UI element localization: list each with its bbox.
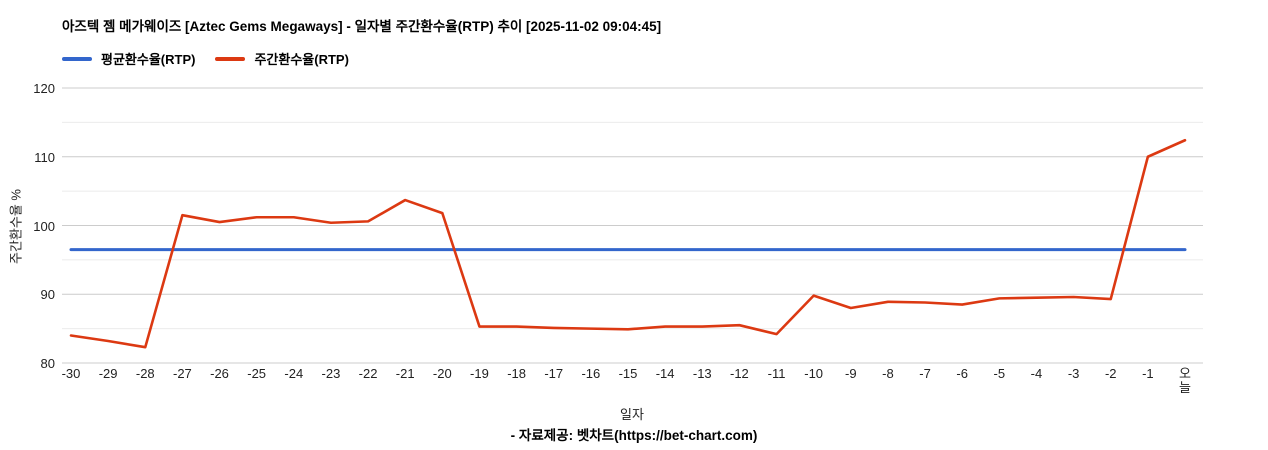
x-tick-label: -13 [692,366,712,381]
x-tick-label: -12 [729,366,749,381]
chart-legend: 평균환수율(RTP) 주간환수율(RTP) [62,49,349,68]
x-tick-label: -27 [172,366,192,381]
x-tick-label: -22 [358,366,378,381]
x-tick-label: -6 [956,366,968,381]
x-tick-label: -1 [1142,366,1154,381]
x-axis-title: 일자 [620,407,644,422]
x-tick-label: -11 [767,366,786,381]
y-tick-label: 110 [34,149,55,165]
x-tick-label: -29 [98,366,118,381]
x-tick-label: -16 [581,366,601,381]
y-tick-label: 100 [33,218,55,234]
y-tick-label: 90 [40,287,55,303]
x-tick-label: -4 [1030,366,1043,381]
x-tick-label: -30 [61,366,81,381]
chart-title: 아즈텍 젬 메가웨이즈 [Aztec Gems Megaways] - 일자별 … [62,19,662,34]
y-tick-label: 80 [40,356,55,371]
x-tick-label: 오늘 [1179,366,1191,395]
weekly-rtp-line [69,138,1187,349]
x-tick-label: -5 [993,366,1006,381]
x-tick-label: -25 [247,366,267,381]
legend-label-average-rtp: 평균환수율(RTP) [101,52,196,67]
x-tick-label: -2 [1104,366,1117,381]
x-tick-label: -15 [618,366,638,381]
x-tick-label: -3 [1067,366,1080,381]
x-tick-label: -23 [321,366,341,381]
x-tick-label: -26 [210,366,229,381]
x-tick-label: -8 [882,366,894,381]
x-tick-label: -9 [845,366,857,381]
x-tick-label: -20 [432,366,452,381]
data-source-credit: - 자료제공: 벳차트(https://bet-chart.com) [510,428,758,443]
weekly-rtp-line-swatch-icon [215,56,246,61]
x-tick-label: -24 [284,366,304,381]
x-tick-label: -19 [470,366,489,381]
x-tick-label: -21 [395,366,415,381]
average-rtp-line-swatch-icon [62,56,92,61]
y-tick-label: 120 [33,81,55,96]
x-tick-label: -17 [544,366,564,381]
x-tick-label: -7 [919,366,931,381]
legend-item-average-rtp: 평균환수율(RTP) [62,49,195,68]
legend-item-weekly-rtp: 주간환수율(RTP) [215,49,349,68]
x-tick-label: -28 [135,366,155,381]
legend-label-weekly-rtp: 주간환수율(RTP) [254,52,349,67]
x-tick-label: -14 [655,366,675,381]
x-tick-label: -18 [507,366,526,381]
x-tick-label: -10 [804,366,824,381]
